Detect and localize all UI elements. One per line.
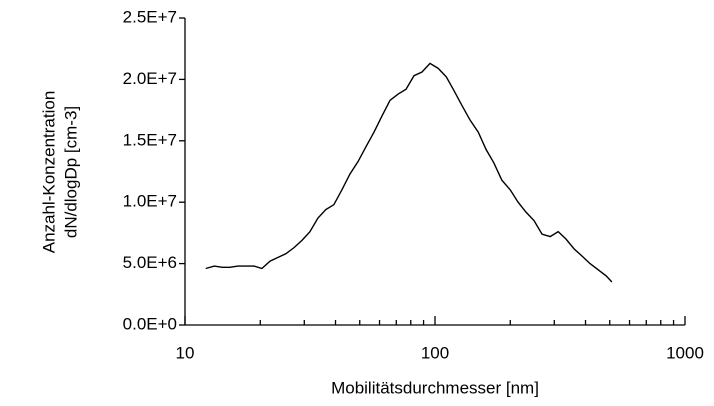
y-tick-label: 5.0E+6 — [123, 253, 177, 272]
y-tick-label: 1.0E+7 — [123, 192, 177, 211]
y-tick-label: 1.5E+7 — [123, 130, 177, 149]
x-tick-label: 1000 — [666, 343, 704, 362]
y-tick-label: 2.0E+7 — [123, 69, 177, 88]
y-tick-label: 0.0E+0 — [123, 314, 177, 333]
data-line — [205, 62, 613, 283]
y-axis-title: dN/dlogDp [cm-3] — [61, 106, 80, 238]
x-tick-label: 100 — [421, 343, 449, 362]
y-tick-label: 2.5E+7 — [123, 7, 177, 26]
x-tick-label: 10 — [176, 343, 195, 362]
x-axis-title: Mobilitätsdurchmesser [nm] — [331, 378, 539, 397]
y-axis-title: Anzahl-Konzentration — [39, 91, 58, 254]
